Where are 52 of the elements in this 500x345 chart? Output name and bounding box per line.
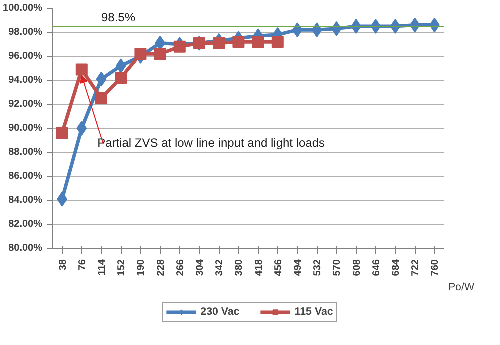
x-tick-label: 456 xyxy=(273,259,284,276)
point xyxy=(134,48,147,60)
y-tick-label: 96.00% xyxy=(8,51,43,62)
y-tick-label: 92.00% xyxy=(8,99,43,110)
x-tick-label: 266 xyxy=(175,259,186,276)
x-tick-label: 646 xyxy=(371,259,382,276)
point xyxy=(56,127,68,140)
y-tick-label: 100.00% xyxy=(3,3,43,14)
x-tick-label: 304 xyxy=(195,259,206,276)
y-tick-label: 80.00% xyxy=(8,243,43,254)
x-tick-label: 152 xyxy=(116,259,128,276)
y-tick-label: 84.00% xyxy=(8,195,43,206)
y-tick-label: 94.00% xyxy=(8,75,43,86)
y-tick-label: 90.00% xyxy=(8,123,43,134)
point xyxy=(76,121,88,136)
point xyxy=(76,64,88,76)
point xyxy=(96,92,108,104)
point xyxy=(116,58,126,74)
point xyxy=(154,48,166,60)
point xyxy=(232,36,245,48)
annotation: Partial ZVS at low line input and light loads xyxy=(98,136,326,150)
x-tick-label: 494 xyxy=(293,259,304,276)
point xyxy=(96,72,107,87)
y-tick-label: 82.00% xyxy=(8,219,43,230)
x-tick-label: 76 xyxy=(77,259,88,271)
ref-line-label: 98.5% xyxy=(102,10,136,24)
x-tick-label: 228 xyxy=(156,259,167,276)
x-axis-title: Po/W xyxy=(448,282,476,294)
x-tick-label: 190 xyxy=(136,259,148,276)
x-tick-label: 342 xyxy=(214,259,226,276)
x-tick-label: 114 xyxy=(97,259,108,276)
point xyxy=(115,72,128,84)
x-tick-label: 380 xyxy=(234,259,246,276)
x-tick-label: 684 xyxy=(391,259,402,276)
point xyxy=(213,37,226,50)
point xyxy=(252,36,264,48)
point xyxy=(174,40,186,53)
point xyxy=(312,22,322,38)
y-tick-label: 98.00% xyxy=(8,27,43,38)
legend-label: 230 Vac xyxy=(200,306,240,318)
y-tick-label: 86.00% xyxy=(8,171,43,182)
x-tick-label: 38 xyxy=(58,259,69,271)
point xyxy=(272,36,284,48)
x-tick-label: 760 xyxy=(430,259,442,276)
point xyxy=(292,22,303,38)
x-tick-label: 722 xyxy=(410,259,422,276)
legend-label: 115 Vac xyxy=(294,306,334,318)
x-tick-label: 532 xyxy=(312,259,324,276)
y-tick-label: 88.00% xyxy=(8,147,43,158)
x-tick-label: 418 xyxy=(254,259,265,276)
x-tick-label: 570 xyxy=(332,259,344,276)
x-tick-label: 608 xyxy=(352,259,363,276)
